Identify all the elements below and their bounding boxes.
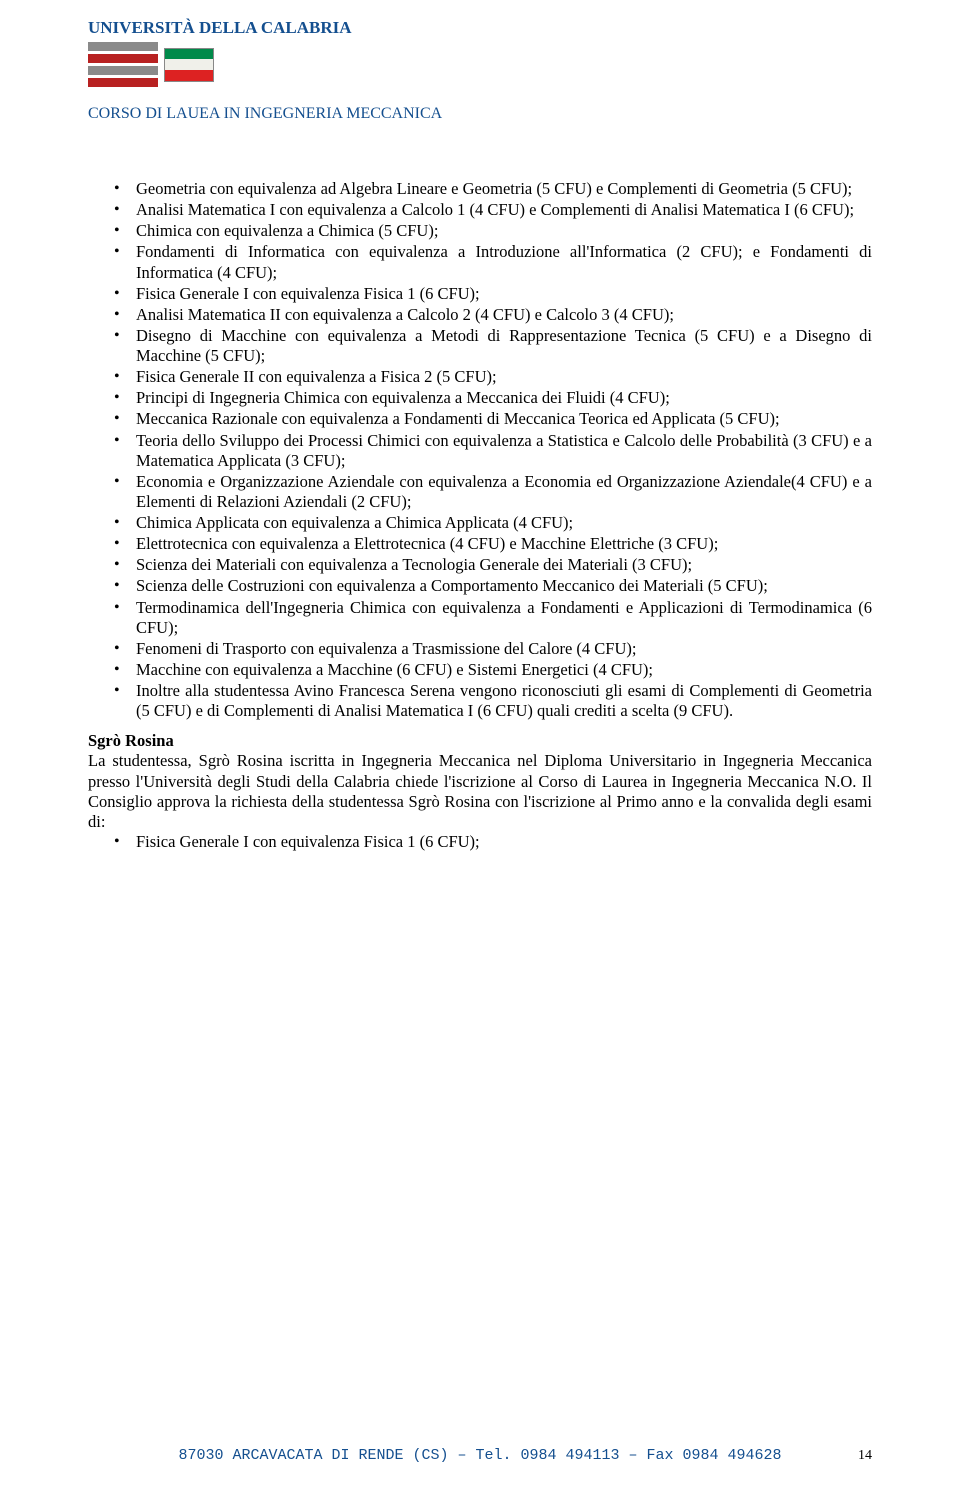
footer-contact: 87030 ARCAVACATA DI RENDE (CS) – Tel. 09… [0, 1447, 960, 1464]
course-title: CORSO DI LAUEA IN INGEGNERIA MECCANICA [88, 105, 872, 123]
list-item: Disegno di Macchine con equivalenza a Me… [136, 326, 872, 366]
logo-bar [88, 78, 158, 87]
list-item: Teoria dello Sviluppo dei Processi Chimi… [136, 431, 872, 471]
list-item: Meccanica Razionale con equivalenza a Fo… [136, 409, 872, 429]
equivalence-list: Geometria con equivalenza ad Algebra Lin… [88, 179, 872, 721]
logo-bar [88, 66, 158, 75]
list-item: Analisi Matematica II con equivalenza a … [136, 305, 872, 325]
list-item: Fisica Generale I con equivalenza Fisica… [136, 284, 872, 304]
list-item: Scienza delle Costruzioni con equivalenz… [136, 576, 872, 596]
content-body: Geometria con equivalenza ad Algebra Lin… [88, 179, 872, 852]
list-item: Chimica con equivalenza a Chimica (5 CFU… [136, 221, 872, 241]
list-item: Macchine con equivalenza a Macchine (6 C… [136, 660, 872, 680]
list-item: Geometria con equivalenza ad Algebra Lin… [136, 179, 872, 199]
logo-bars-icon [88, 42, 158, 87]
list-item: Chimica Applicata con equivalenza a Chim… [136, 513, 872, 533]
list-item: Economia e Organizzazione Aziendale con … [136, 472, 872, 512]
italy-flag-icon [164, 48, 214, 82]
flag-stripe [165, 59, 213, 70]
list-item: Fisica Generale II con equivalenza a Fis… [136, 367, 872, 387]
list-item: Principi di Ingegneria Chimica con equiv… [136, 388, 872, 408]
logo-block [88, 42, 872, 87]
list-item: Elettrotecnica con equivalenza a Elettro… [136, 534, 872, 554]
list-item: Fenomeni di Trasporto con equivalenza a … [136, 639, 872, 659]
flag-stripe [165, 70, 213, 81]
page-number: 14 [858, 1448, 872, 1464]
list-item: Inoltre alla studentessa Avino Francesca… [136, 681, 872, 721]
list-item: Fondamenti di Informatica con equivalenz… [136, 242, 872, 282]
list-item: Analisi Matematica I con equivalenza a C… [136, 200, 872, 220]
flag-stripe [165, 49, 213, 60]
student-paragraph: La studentessa, Sgrò Rosina iscritta in … [88, 751, 872, 832]
equivalence-list-2: Fisica Generale I con equivalenza Fisica… [88, 832, 872, 852]
logo-bar [88, 42, 158, 51]
list-item: Termodinamica dell'Ingegneria Chimica co… [136, 598, 872, 638]
list-item: Scienza dei Materiali con equivalenza a … [136, 555, 872, 575]
list-item: Fisica Generale I con equivalenza Fisica… [136, 832, 872, 852]
university-name: UNIVERSITÀ DELLA CALABRIA [88, 18, 872, 38]
page: UNIVERSITÀ DELLA CALABRIA CORSO DI LAUEA… [0, 0, 960, 852]
logo-bar [88, 54, 158, 63]
student-name-heading: Sgrò Rosina [88, 731, 872, 751]
